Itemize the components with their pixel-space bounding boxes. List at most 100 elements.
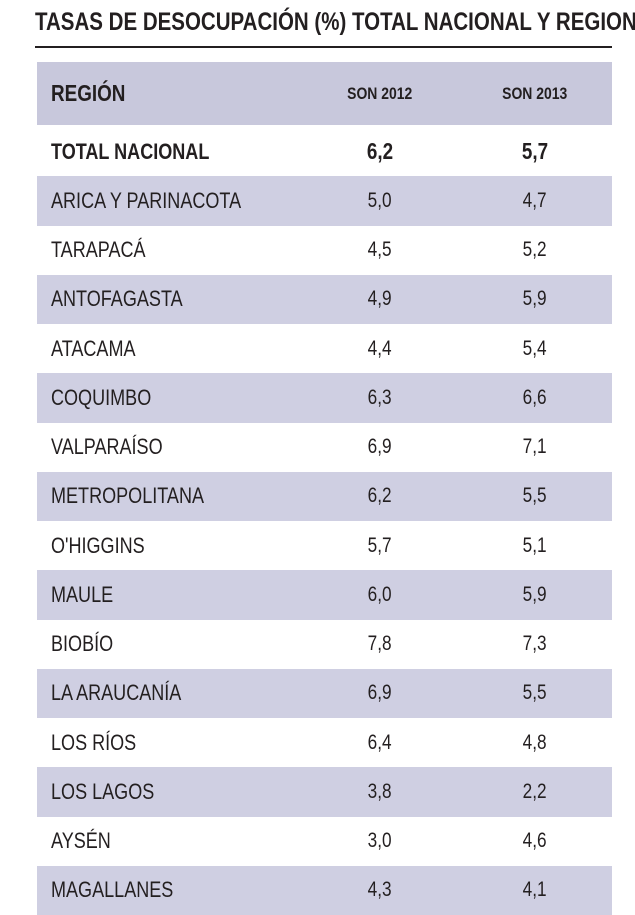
table-row: LA ARAUCANÍA 6,9 5,5	[37, 668, 612, 718]
cell-text: 6,6	[523, 385, 547, 409]
table-row: TARAPACÁ 4,5 5,2	[37, 226, 612, 275]
cell-text: 6,4	[368, 730, 392, 754]
table-cell: 6,4	[320, 718, 440, 767]
cell-text: ANTOFAGASTA	[51, 286, 183, 312]
table-cell: 6,2	[320, 127, 440, 176]
title-rule	[35, 46, 612, 48]
cell-text: 3,0	[368, 829, 392, 853]
table-cell: 7,3	[475, 620, 595, 669]
table-cell: 7,1	[475, 423, 595, 472]
table-cell: LOS RÍOS	[51, 718, 155, 767]
table-row: LOS LAGOS 3,8 2,2	[37, 767, 612, 817]
table-row: LOS RÍOS 6,4 4,8	[37, 718, 612, 767]
cell-text: 6,2	[368, 484, 392, 508]
table-cell: 5,0	[320, 176, 440, 225]
table-cell: REGIÓN	[51, 62, 142, 125]
cell-text: 5,4	[523, 336, 547, 360]
cell-text: LA ARAUCANÍA	[51, 680, 182, 706]
table-cell: 4,8	[475, 718, 595, 767]
cell-text: 4,8	[523, 730, 547, 754]
table-cell: 5,5	[475, 472, 595, 521]
cell-text: 4,6	[523, 829, 547, 853]
cell-text: 5,9	[523, 582, 547, 606]
table-row: BIOBÍO 7,8 7,3	[37, 620, 612, 669]
table-cell: 7,8	[320, 620, 440, 669]
table-cell: TARAPACÁ	[51, 226, 166, 275]
table-cell: 6,3	[320, 373, 440, 422]
table-row: TOTAL NACIONAL 6,2 5,7	[37, 127, 612, 176]
cell-text: 5,7	[521, 138, 549, 165]
table-cell: 5,5	[475, 669, 595, 718]
cell-text: VALPARAÍSO	[51, 434, 163, 460]
table-cell: TOTAL NACIONAL	[51, 127, 244, 176]
cell-text: TOTAL NACIONAL	[51, 138, 210, 164]
cell-text: 3,8	[368, 779, 392, 803]
table-cell: 5,9	[475, 275, 595, 324]
cell-text: 5,9	[523, 287, 547, 311]
table-row: O'HIGGINS 5,7 5,1	[37, 521, 612, 570]
cell-text: 5,7	[368, 533, 392, 557]
cell-text: O'HIGGINS	[51, 532, 145, 558]
cell-text: AYSÉN	[51, 828, 111, 854]
cell-text: BIOBÍO	[51, 631, 114, 657]
cell-text: 5,5	[523, 484, 547, 508]
cell-text: 5,2	[523, 238, 547, 262]
table-cell: MAULE	[51, 570, 127, 619]
table-cell: COQUIMBO	[51, 373, 173, 422]
cell-text: COQUIMBO	[51, 384, 152, 410]
cell-text: 6,2	[366, 138, 394, 165]
table-cell: 4,3	[320, 866, 440, 915]
table-cell: SON 2012	[320, 62, 440, 125]
cell-text: 7,1	[523, 435, 547, 459]
cell-text: 4,9	[368, 287, 392, 311]
table-cell: AYSÉN	[51, 817, 124, 866]
table-cell: 6,6	[475, 373, 595, 422]
cell-text: MAULE	[51, 581, 114, 607]
table-cell: 4,1	[475, 866, 595, 915]
cell-text: LOS RÍOS	[51, 729, 137, 755]
table-cell: O'HIGGINS	[51, 521, 165, 570]
table-row: AYSÉN 3,0 4,6	[37, 817, 612, 866]
table-cell: METROPOLITANA	[51, 472, 238, 521]
table-cell: LOS LAGOS	[51, 767, 177, 816]
title: TASAS DE DESOCUPACIÓN (%) TOTAL NACIONAL…	[35, 8, 635, 36]
table-cell: 6,2	[320, 472, 440, 521]
cell-text: 4,4	[368, 336, 392, 360]
table-cell: 3,0	[320, 817, 440, 866]
table-cell: 3,8	[320, 767, 440, 816]
cell-text: REGIÓN	[51, 80, 126, 106]
cell-text: ATACAMA	[51, 335, 136, 361]
table-cell: LA ARAUCANÍA	[51, 669, 210, 718]
cell-text: 6,9	[368, 435, 392, 459]
table-cell: ATACAMA	[51, 324, 154, 373]
table-cell: 5,1	[475, 521, 595, 570]
table-cell: 2,2	[475, 767, 595, 816]
cell-text: 6,3	[368, 385, 392, 409]
table-cell: 4,7	[475, 176, 595, 225]
table-row: ARICA Y PARINACOTA 5,0 4,7	[37, 176, 612, 226]
cell-text: METROPOLITANA	[51, 483, 205, 509]
table-row: ANTOFAGASTA 4,9 5,9	[37, 274, 612, 324]
table-row: MAULE 6,0 5,9	[37, 570, 612, 620]
cell-text: MAGALLANES	[51, 877, 174, 903]
cell-text: 4,1	[523, 878, 547, 902]
table-cell: 4,5	[320, 226, 440, 275]
table-cell: 5,7	[320, 521, 440, 570]
table-cell: 5,4	[475, 324, 595, 373]
cell-text: 7,8	[368, 632, 392, 656]
cell-text: TARAPACÁ	[51, 237, 146, 263]
table-cell: 4,6	[475, 817, 595, 866]
table-cell: 6,9	[320, 423, 440, 472]
table-cell: 5,2	[475, 226, 595, 275]
table-cell: ANTOFAGASTA	[51, 275, 212, 324]
cell-text: 6,0	[368, 582, 392, 606]
table-cell: 6,0	[320, 570, 440, 619]
cell-text: 4,3	[368, 878, 392, 902]
cell-text: 2,2	[523, 779, 547, 803]
cell-text: SON 2012	[347, 83, 413, 103]
table-row: METROPOLITANA 6,2 5,5	[37, 471, 612, 521]
table-cell: BIOBÍO	[51, 620, 127, 669]
cell-text: 5,5	[523, 681, 547, 705]
table-cell: VALPARAÍSO	[51, 423, 187, 472]
